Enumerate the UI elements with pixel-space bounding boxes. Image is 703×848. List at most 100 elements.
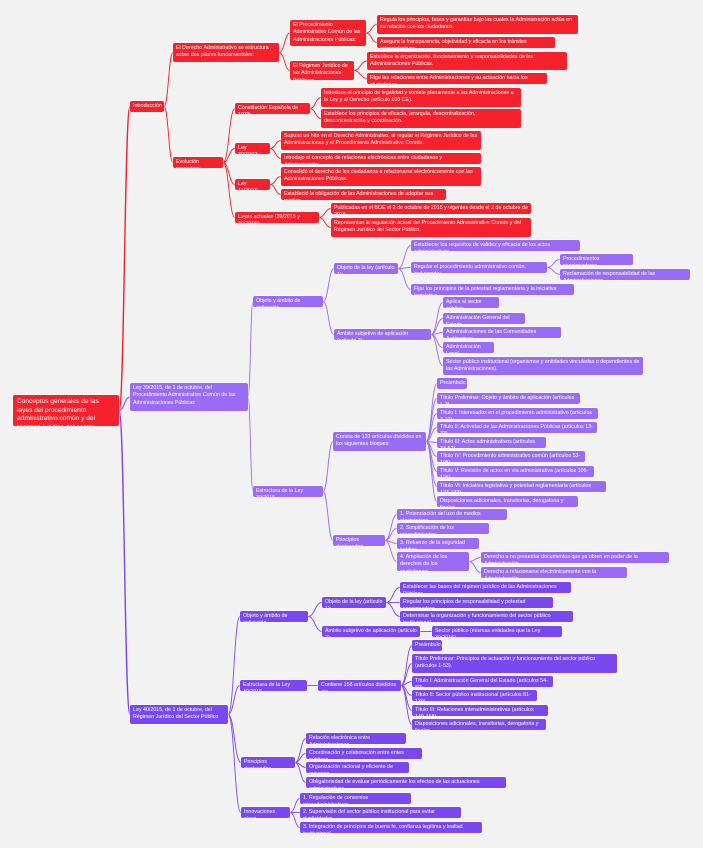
node-disposiciones-adicionales-transitorias-derogatoria[interactable]: Disposiciones adicionales, transitorias,… — [437, 496, 578, 507]
node-supuso-un-hito-en[interactable]: Supuso un hito en el Derecho Administrat… — [281, 131, 481, 150]
node-titulo-ii-actividad-de[interactable]: Título II: Actividad de las Administraci… — [437, 422, 597, 433]
node-titulo-ii-sector-publico[interactable]: Título II: Sector público institucional … — [412, 690, 537, 701]
node-titulo-vi-iniciativa-legislativa[interactable]: Título VI: Iniciativa legislativa y pote… — [437, 481, 606, 492]
node-administracion-local[interactable]: Administración Local. — [443, 342, 494, 353]
node-titulo-i-administracion-general[interactable]: Título I: Administración General del Est… — [412, 676, 553, 687]
node-establecio-la-obligacion-de[interactable]: Estableció la obligación de las Administ… — [281, 189, 446, 200]
connector — [294, 762, 307, 783]
node-regula-los-principios-fases[interactable]: Regula los principios, fases y garantías… — [377, 15, 578, 34]
node-regular-el-procedimiento-administrativo[interactable]: Regular el procedimiento administrativo … — [411, 262, 547, 273]
node-principios-destacados[interactable]: Principios destacados — [241, 757, 295, 768]
node-establecer-las-bases-del[interactable]: Establecer las bases del régimen jurídic… — [400, 582, 571, 593]
connector — [289, 812, 301, 828]
node-innovaciones-clave[interactable]: Innovaciones clave — [241, 807, 290, 818]
node-2-supervision-del-sector[interactable]: 2. Supervisión del sector público instit… — [300, 807, 461, 818]
node-establecer-los-requisitos-de[interactable]: Establecer los requisitos de validez y e… — [411, 240, 580, 251]
node-1-regulacion-de-convenios[interactable]: 1. Regulación de convenios interadminist… — [300, 793, 411, 804]
connector — [397, 268, 412, 290]
node-ambito-subjetivo-de-aplicacion[interactable]: Ámbito subjetivo de aplicación (artículo… — [322, 626, 420, 637]
node-objeto-de-la-ley[interactable]: Objeto de la ley (artículo 1): — [322, 597, 386, 608]
node-el-derecho-administrativo-se[interactable]: El Derecho Administrativo se estructura … — [173, 43, 279, 62]
node-objeto-de-la-ley[interactable]: Objeto de la ley (artículo 1): — [334, 263, 398, 274]
node-regular-los-principios-de[interactable]: Regular los principios de responsabilida… — [400, 597, 553, 608]
node-coordinacion-y-colaboracion-entre[interactable]: Coordinación y colaboración entre entes … — [306, 748, 422, 759]
root-node[interactable]: Conceptos generales de las leyes del pro… — [13, 395, 119, 426]
node-2-simplificacion-de-los[interactable]: 2. Simplificación de los procedimientos. — [397, 523, 489, 534]
node-leyes-actuales-39-2015[interactable]: Leyes actuales (39/2015 y 40/2015): — [235, 212, 319, 223]
node-consolido-el-derecho-de[interactable]: Consolidó el derecho de los ciudadanos a… — [281, 167, 481, 186]
node-obligatoriedad-de-evaluar-periodicamente[interactable]: Obligatoriedad de evaluar periódicamente… — [306, 777, 506, 788]
node-representan-la-regulacion-actual[interactable]: Representan la regulación actual del Pro… — [331, 218, 531, 237]
node-ley-30-1992[interactable]: Ley 30/1992: — [235, 143, 270, 154]
node-introduccion[interactable]: Introducción — [130, 101, 164, 112]
node-evolucion-normativa[interactable]: Evolución normativa: — [173, 157, 223, 168]
node-el-regimen-juridico-de[interactable]: El Régimen Jurídico de las Administracio… — [290, 61, 354, 80]
node-4-ampliacion-de-los[interactable]: 4. Ampliación de los derechos de los ciu… — [397, 552, 469, 571]
connector — [353, 60, 368, 71]
node-1-potenciacion-del-uso[interactable]: 1. Potenciación del uso de medios electr… — [397, 509, 507, 520]
node-ley-39-2015-de[interactable]: Ley 39/2015, de 1 de octubre, del Proced… — [130, 383, 248, 411]
node-contiene-158-articulos-divididos[interactable]: Contiene 158 artículos divididos en: — [318, 680, 401, 691]
node-estructura-de-la-ley[interactable]: Estructura de la Ley 40/2015 — [240, 680, 307, 691]
node-estructura-de-la-ley[interactable]: Estructura de la Ley 39/2015 — [253, 486, 323, 497]
node-rige-las-relaciones-entre[interactable]: Rige las relaciones entre Administracion… — [367, 73, 547, 84]
node-preambulo[interactable]: Preámbulo. — [412, 640, 442, 651]
node-titulo-iv-procedimiento-administrativo[interactable]: Título IV: Procedimiento administrativo … — [437, 451, 585, 462]
connector — [400, 685, 413, 725]
node-sector-publico-mismas-entidades[interactable]: Sector público (mismas entidades que la … — [432, 626, 562, 637]
node-disposiciones-adicionales-transitorias-derogatoria[interactable]: Disposiciones adicionales, transitorias,… — [412, 719, 546, 730]
connector — [227, 714, 242, 763]
node-administraciones-de-las-comunidades[interactable]: Administraciones de las Comunidades Autó… — [443, 327, 561, 338]
node-organizacion-racional-y-eficiente[interactable]: Organización racional y eficiente de rec… — [306, 762, 409, 773]
node-introduce-el-principio-de[interactable]: Introduce el principio de legalidad y so… — [321, 88, 521, 107]
connector — [269, 148, 282, 159]
node-titulo-v-revision-de[interactable]: Título V: Revisión de actos en vía admin… — [437, 466, 594, 477]
node-preambulo[interactable]: Preámbulo. — [437, 378, 467, 389]
node-el-procedimiento-administrativo-comun[interactable]: El Procedimiento Administrativo Común de… — [290, 20, 366, 46]
node-objeto-y-ambito-de[interactable]: Objeto y ámbito de aplicación — [240, 611, 308, 622]
node-introdujo-el-concepto-de[interactable]: Introdujo el concepto de relaciones elec… — [281, 153, 481, 164]
node-ley-11-2007[interactable]: Ley 11/2007: — [235, 179, 270, 190]
node-titulo-iii-relaciones-interadministrativas[interactable]: Título III: Relaciones interadministrati… — [412, 705, 548, 716]
node-titulo-iii-actos-administrativos[interactable]: Título III: Actos administrativos (artíc… — [437, 437, 546, 448]
node-principios-destacados[interactable]: Principios destacados — [333, 535, 385, 546]
node-asegura-la-transparencia-objetividad[interactable]: Asegura la transparencia, objetividad y … — [377, 37, 555, 48]
connector — [353, 70, 368, 79]
connector — [322, 268, 335, 302]
connector — [269, 176, 282, 185]
node-derecho-a-no-presentar[interactable]: Derecho a no presentar documentos que ya… — [481, 552, 669, 563]
node-titulo-preliminar-principios-de[interactable]: Título Preliminar: Principios de actuaci… — [412, 654, 617, 673]
node-titulo-i-interesados-en[interactable]: Título I: Interesados en el procedimient… — [437, 408, 598, 419]
connector — [294, 738, 307, 763]
connector — [227, 685, 241, 715]
node-determinar-la-organizacion-y[interactable]: Determinar la organización y funcionamie… — [400, 611, 573, 622]
connector — [318, 208, 332, 218]
node-3-integracion-de-principios[interactable]: 3. Integración de principios de buena fe… — [300, 822, 482, 833]
connector — [222, 108, 236, 163]
node-consta-de-133-articulos[interactable]: Consta de 133 artículos divididos en los… — [333, 432, 426, 451]
node-procedimientos-sancionadores[interactable]: Procedimientos sancionadores. — [560, 254, 633, 265]
connector — [468, 561, 482, 573]
node-establece-los-principios-de[interactable]: Establece los principios de eficacia, je… — [321, 109, 521, 128]
node-reclamacion-de-responsabilidad-de[interactable]: Reclamación de responsabilidad de las Ad… — [560, 269, 690, 280]
node-aplica-al-sector-publico[interactable]: Aplica al sector público: — [443, 297, 499, 308]
connector — [430, 334, 444, 367]
node-sector-publico-institucional-organismos[interactable]: Sector público institucional (organismos… — [443, 357, 643, 375]
node-3-refuerzo-de-la[interactable]: 3. Refuerzo de la seguridad jurídica. — [397, 538, 479, 549]
connector — [222, 162, 236, 218]
node-titulo-preliminar-objeto-y[interactable]: Título Preliminar: Objeto y ámbito de ap… — [437, 393, 580, 404]
connector — [322, 491, 334, 541]
node-ambito-subjetivo-de-aplicacion[interactable]: Ámbito subjetivo de aplicación (artículo… — [334, 329, 431, 340]
connector — [118, 409, 131, 716]
connector — [307, 602, 323, 617]
node-publicadas-en-el-boe[interactable]: Publicadas en el BOE el 2 de octubre de … — [331, 203, 531, 214]
node-objeto-y-ambito-de[interactable]: Objeto y ámbito de aplicación — [253, 296, 323, 307]
node-ley-40-2015-de[interactable]: Ley 40/2015, de 1 de octubre, del Régime… — [130, 705, 228, 724]
node-constitucion-espanola-de-1978[interactable]: Constitución Española de 1978: — [235, 103, 310, 114]
node-derecho-a-relacionarse-electronicamente[interactable]: Derecho a relacionarse electrónicamente … — [481, 567, 627, 578]
node-administracion-general-del-estado[interactable]: Administración General del Estado. — [443, 313, 525, 324]
connector — [546, 259, 561, 268]
node-establece-la-organizacion-funcionamiento[interactable]: Establece la organización, funcionamient… — [367, 52, 567, 70]
node-relacion-electronica-entre-administraciones[interactable]: Relación electrónica entre Administracio… — [306, 733, 406, 744]
node-fijar-los-principios-de[interactable]: Fijar los principios de la potestad regl… — [411, 284, 574, 295]
